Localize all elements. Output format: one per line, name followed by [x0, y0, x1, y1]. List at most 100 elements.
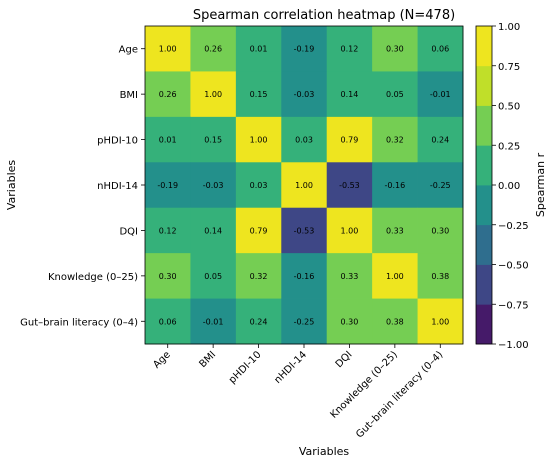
heatmap-cell: [190, 162, 237, 209]
colorbar-tick-label: 0.50: [498, 102, 520, 113]
heatmap-cell: [235, 71, 282, 118]
cell-value-label: -0.03: [203, 181, 224, 190]
colorbar: 1.00 0.75 0.50 0.25 0.00 −0.25 −0.50 −0.75 −1.00: [475, 22, 529, 351]
cell-value-label: 0.15: [204, 136, 222, 145]
heatmap-cell: [235, 253, 282, 299]
y-tick-label: BMI: [120, 90, 138, 101]
y-axis-label: Variables: [5, 160, 18, 211]
cell-value-label: 0.14: [204, 226, 222, 235]
heatmap-cell: [235, 298, 282, 345]
y-tick-label: Knowledge (0–25): [48, 272, 138, 283]
heatmap-cell: [190, 116, 237, 163]
heatmap-cell: [417, 71, 464, 118]
cell-value-label: 0.32: [250, 272, 268, 281]
cell-value-label: 1.00: [386, 272, 404, 281]
heatmap-cell: [417, 162, 464, 209]
x-tick-label: nHDI-14: [272, 349, 309, 386]
cell-value-label: 0.06: [431, 45, 449, 54]
heatmap-cell: [235, 207, 282, 254]
cell-value-label: 1.00: [341, 226, 359, 235]
x-tick-label: BMI: [197, 349, 218, 370]
cell-value-label: -0.25: [430, 181, 451, 190]
heatmap-cell: [281, 71, 328, 118]
heatmap-cell: [145, 207, 191, 254]
cell-value-labels: 1.00 0.26 0.01 -0.19 0.12 0.30 0.06 0.26 1.00 0.1…: [157, 45, 450, 327]
cell-value-label: 0.05: [386, 90, 404, 99]
colorbar-tick-label: 0.25: [498, 141, 520, 152]
heatmap-cell: [190, 71, 237, 118]
colorbar-segment: [476, 65, 492, 106]
heatmap-cell: [145, 26, 191, 72]
heatmap-cell: [326, 298, 373, 345]
colorbar-tick-label: 1.00: [498, 22, 520, 33]
heatmap-cell: [235, 116, 282, 163]
heatmap-cell: [417, 298, 464, 345]
x-axis-label: Variables: [299, 445, 350, 458]
cell-value-label: 1.00: [250, 136, 268, 145]
heatmap-cell: [372, 298, 418, 345]
cell-value-label: -0.53: [294, 226, 315, 235]
cell-value-label: 1.00: [295, 181, 313, 190]
colorbar-tick-label: −0.75: [498, 300, 529, 311]
cell-value-label: 0.38: [431, 272, 449, 281]
cell-value-label: -0.03: [294, 90, 315, 99]
colorbar-tick-label: −0.50: [498, 261, 529, 272]
heatmap-cell: [190, 253, 237, 299]
heatmap-cell: [326, 26, 373, 72]
heatmap-cell: [145, 253, 191, 299]
chart-title: Spearman correlation heatmap (N=478): [193, 8, 455, 23]
colorbar-tick-label: −0.25: [498, 221, 529, 232]
cell-value-label: 0.33: [341, 272, 359, 281]
heatmap-cell: [372, 253, 418, 299]
heatmap-cell: [372, 71, 418, 118]
y-tick-labels: Age BMI pHDI-10 nHDI-14 DQI Knowledge (0–25) G…: [20, 45, 145, 328]
cell-value-label: 0.03: [250, 181, 268, 190]
heatmap-cell: [145, 71, 191, 118]
heatmap-cell: [145, 116, 191, 163]
heatmap-cell: [326, 116, 373, 163]
cell-value-label: 0.06: [159, 317, 177, 326]
heatmap-cell: [372, 207, 418, 254]
cell-value-label: 0.79: [341, 136, 359, 145]
cell-value-label: 0.01: [159, 136, 177, 145]
cell-value-label: 0.32: [386, 136, 404, 145]
cell-value-label: 0.33: [386, 226, 404, 235]
heatmap-cell: [145, 298, 191, 345]
heatmap-cell: [281, 253, 328, 299]
cell-value-label: 0.15: [250, 90, 268, 99]
colorbar-label: Spearman r: [534, 152, 547, 217]
colorbar-segment: [476, 224, 492, 265]
cell-value-label: 1.00: [159, 45, 177, 54]
colorbar-segment: [476, 304, 492, 345]
y-tick-label: pHDI-10: [97, 136, 138, 147]
heatmap-cell: [145, 162, 191, 209]
cell-value-label: 0.79: [250, 226, 268, 235]
colorbar-segment: [476, 105, 492, 146]
cell-value-label: 1.00: [204, 90, 222, 99]
colorbar-segment: [476, 145, 492, 186]
cell-value-label: -0.16: [385, 181, 406, 190]
cell-value-label: 0.24: [250, 317, 268, 326]
heatmap-cell: [372, 26, 418, 72]
colorbar-tick-label: 0.00: [498, 181, 520, 192]
cell-value-label: 0.03: [295, 136, 313, 145]
heatmap-cell: [281, 298, 328, 345]
cell-value-label: 0.01: [250, 45, 268, 54]
cell-value-label: 0.30: [431, 226, 449, 235]
heatmap-cells: [144, 25, 464, 345]
y-tick-label: Gut–brain literacy (0–4): [20, 317, 138, 328]
cell-value-label: -0.53: [339, 181, 360, 190]
cell-value-label: -0.01: [430, 90, 451, 99]
colorbar-segment: [476, 185, 492, 226]
colorbar-tick-label: 0.75: [498, 62, 520, 73]
heatmap-cell: [190, 207, 237, 254]
cell-value-label: 1.00: [431, 317, 449, 326]
heatmap-cell: [417, 116, 464, 163]
heatmap-cell: [372, 162, 418, 209]
heatmap-cell: [326, 207, 373, 254]
cell-value-label: 0.30: [159, 272, 177, 281]
heatmap-cell: [190, 298, 237, 345]
heatmap-cell: [417, 26, 464, 72]
